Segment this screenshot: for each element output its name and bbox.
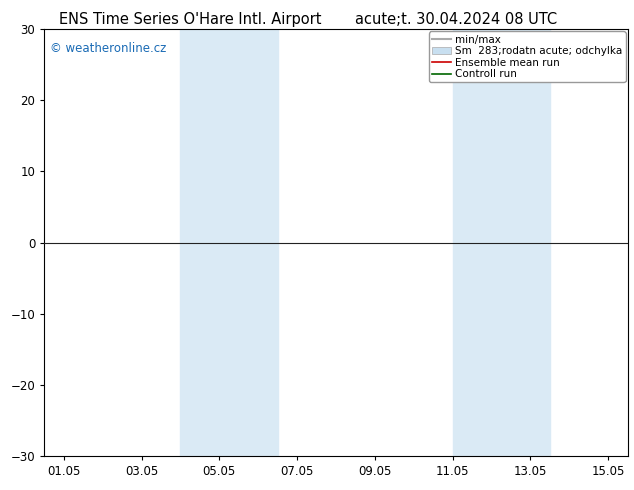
Text: © weatheronline.cz: © weatheronline.cz — [50, 42, 167, 55]
Legend: min/max, Sm  283;rodatn acute; odchylka, Ensemble mean run, Controll run: min/max, Sm 283;rodatn acute; odchylka, … — [429, 31, 626, 82]
Text: ENS Time Series O'Hare Intl. Airport: ENS Time Series O'Hare Intl. Airport — [59, 12, 321, 27]
Bar — [181, 29, 278, 456]
Text: acute;t. 30.04.2024 08 UTC: acute;t. 30.04.2024 08 UTC — [356, 12, 557, 27]
Bar — [453, 29, 550, 456]
